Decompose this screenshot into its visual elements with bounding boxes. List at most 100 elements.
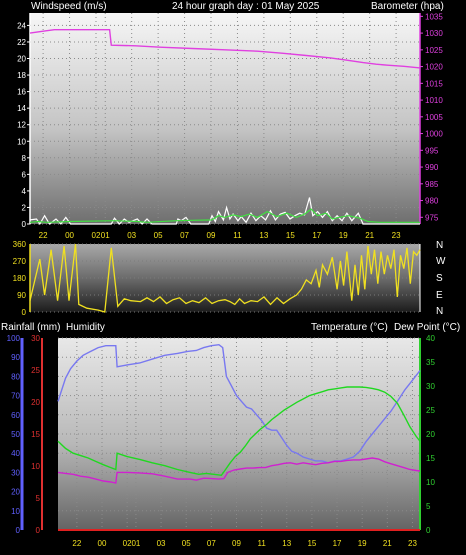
rain-tick-label: 5: [36, 494, 41, 503]
dew_point-line: [57, 457, 421, 484]
humidity-tick-label: 30: [11, 468, 20, 477]
temp-hour-label: 17: [333, 539, 342, 548]
wind-hour-label: 17: [312, 231, 321, 240]
windspeed-tick-label: 10: [17, 137, 26, 146]
wind-hour-label: 13: [259, 231, 268, 240]
dew-point-header: Dew Point (°C): [394, 322, 460, 333]
wind-hour-label: 09: [207, 231, 216, 240]
temperature-line: [57, 386, 421, 477]
compass-label-w: W: [436, 256, 446, 267]
wind-hour-label: 05: [154, 231, 163, 240]
temp-hour-label: 09: [232, 539, 241, 548]
temperature-tick-label: 30: [426, 382, 435, 391]
direction-tick-label: 270: [13, 257, 27, 266]
temp-hour-label: 02: [123, 539, 132, 548]
temp-hour-label: 19: [358, 539, 367, 548]
direction-tick-label: 360: [13, 240, 27, 249]
temperature-tick-label: 15: [426, 454, 435, 463]
direction-panel-background: [30, 244, 420, 312]
barometer-tick-label: 1015: [425, 79, 443, 88]
barometer-tick-label: 980: [425, 197, 439, 206]
temp-hour-label: 11: [257, 539, 266, 548]
rain-tick-label: 30: [31, 334, 40, 343]
windspeed-tick-label: 12: [17, 121, 26, 130]
temp-hour-label: 21: [383, 539, 392, 548]
wind-hour-label: 11: [233, 231, 242, 240]
rain-tick-label: 10: [31, 462, 40, 471]
temp-hour-label: 23: [408, 539, 417, 548]
windspeed-tick-label: 6: [22, 170, 27, 179]
barometer-tick-label: 1020: [425, 63, 443, 72]
temperature-tick-label: 10: [426, 478, 435, 487]
windspeed-tick-label: 20: [17, 55, 26, 64]
barometer-tick-label: 1010: [425, 96, 443, 105]
data-series: [29, 29, 421, 531]
barometer-tick-label: 995: [425, 146, 439, 155]
windspeed-tick-label: 14: [17, 104, 26, 113]
direction-tick-label: 90: [17, 291, 26, 300]
rain-tick-label: 15: [31, 430, 40, 439]
temperature-tick-label: 25: [426, 406, 435, 415]
windspeed-tick-label: 2: [22, 203, 27, 212]
temperature-header: Temperature (°C): [311, 322, 388, 333]
wind-hour-label: 00: [65, 231, 74, 240]
wind-hour-label: 22: [39, 231, 48, 240]
grid-lines: [30, 13, 420, 531]
barometer-tick-label: 985: [425, 180, 439, 189]
humidity-tick-label: 40: [11, 449, 20, 458]
barometer-line: [29, 29, 421, 69]
graph-title: 24 hour graph day : 01 May 2025: [172, 1, 320, 12]
barometer-tick-label: 1000: [425, 130, 443, 139]
wind-hour-label: 07: [180, 231, 189, 240]
wind-hour-label: 21: [365, 231, 374, 240]
temp-hour-label: 05: [182, 539, 191, 548]
humidity-tick-label: 20: [11, 488, 20, 497]
direction-tick-label: 180: [13, 274, 27, 283]
barometer-header: Barometer (hpa): [371, 1, 444, 12]
windspeed-tick-label: 8: [22, 154, 27, 163]
temperature-tick-label: 5: [426, 502, 431, 511]
windspeed-header: Windspeed (m/s): [31, 1, 107, 12]
barometer-tick-label: 1025: [425, 46, 443, 55]
rain-tick-label: 20: [31, 398, 40, 407]
barometer-tick-label: 1030: [425, 29, 443, 38]
wind-hour-label: 19: [339, 231, 348, 240]
temperature-tick-label: 40: [426, 334, 435, 343]
temp-hour-label: 00: [98, 539, 107, 548]
windspeed-tick-label: 24: [17, 21, 26, 30]
temp-hour-label: 03: [157, 539, 166, 548]
humidity-header: Humidity: [66, 322, 105, 333]
humidity-tick-label: 50: [11, 430, 20, 439]
wind-hour-label: 03: [127, 231, 136, 240]
axes: 0246810121416182022249759809859909951000…: [7, 12, 444, 548]
barometer-tick-label: 1005: [425, 113, 443, 122]
wind-hour-label: 02: [92, 231, 101, 240]
windspeed-tick-label: 22: [17, 38, 26, 47]
barometer-tick-label: 975: [425, 213, 439, 222]
rain-tick-label: 25: [31, 366, 40, 375]
wind-direction-line: [29, 243, 421, 313]
humidity-tick-label: 90: [11, 353, 20, 362]
wind-hour-label: 01: [101, 231, 110, 240]
humidity-tick-label: 80: [11, 372, 20, 381]
temperature-tick-label: 35: [426, 358, 435, 367]
humidity-tick-label: 100: [7, 334, 21, 343]
rain-tick-label: 0: [36, 526, 41, 535]
compass-label-n-bottom: N: [436, 306, 443, 317]
windspeed-tick-label: 0: [22, 220, 27, 229]
humidity-tick-label: 60: [11, 411, 20, 420]
temp-hour-label: 01: [131, 539, 140, 548]
windspeed-tick-label: 18: [17, 71, 26, 80]
wind-hour-label: 23: [392, 231, 401, 240]
temp-hour-label: 22: [72, 539, 81, 548]
wind-panel-background: [30, 13, 420, 224]
rainfall-header: Rainfall (mm): [1, 322, 60, 333]
windspeed-tick-label: 16: [17, 88, 26, 97]
temp-hour-label: 15: [307, 539, 316, 548]
temp-hour-label: 07: [207, 539, 216, 548]
barometer-tick-label: 1035: [425, 12, 443, 21]
temperature-tick-label: 0: [426, 526, 431, 535]
temperature-tick-label: 20: [426, 430, 435, 439]
compass-label-e: E: [436, 290, 443, 301]
